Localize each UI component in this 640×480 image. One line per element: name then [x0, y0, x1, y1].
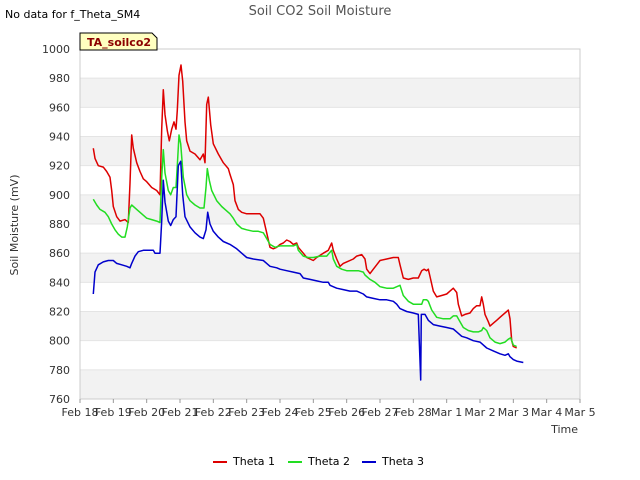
x-tick-label: Feb 26	[328, 406, 365, 419]
series-lines	[92, 64, 524, 381]
plot-band	[80, 369, 580, 399]
y-tick-label: 820	[49, 306, 70, 319]
y-tick-label: 980	[49, 72, 70, 85]
y-tick-label: 940	[49, 131, 70, 144]
plot-bands	[80, 78, 580, 399]
y-tick-label: 780	[49, 364, 70, 377]
x-tick-label: Feb 21	[162, 406, 199, 419]
series-line-theta-1	[92, 64, 518, 349]
x-axis-title: Time	[550, 423, 578, 436]
y-tick-label: 800	[49, 335, 70, 348]
legend-item-theta-2[interactable]: Theta 2	[288, 455, 350, 468]
x-tick-label: Feb 28	[395, 406, 432, 419]
x-tick-label: Feb 22	[195, 406, 232, 419]
x-tick-label: Mar 1	[431, 406, 462, 419]
y-axis-ticks: 760 780 800 820 840 860 880 900 920 940 960 980 1000	[42, 43, 70, 406]
legend-item-theta-3[interactable]: Theta 3	[362, 455, 424, 468]
x-tick-label: Mar 4	[531, 406, 562, 419]
series-line-theta-2	[92, 134, 518, 348]
y-tick-label: 920	[49, 160, 70, 173]
x-tick-label: Mar 3	[498, 406, 529, 419]
legend-label: Theta 3	[381, 455, 424, 468]
x-tick-label: Feb 18	[62, 406, 99, 419]
y-tick-label: 900	[49, 189, 70, 202]
y-tick-label: 760	[49, 393, 70, 406]
station-tag[interactable]: TA_soilco2	[79, 32, 158, 51]
y-axis-title: Soil Moisture (mV)	[8, 175, 21, 276]
x-tick-label: Mar 2	[464, 406, 495, 419]
y-tick-label: 840	[49, 276, 70, 289]
plot-band	[80, 136, 580, 166]
chart-title: Soil CO2 Soil Moisture	[249, 4, 392, 19]
plot-band	[80, 253, 580, 283]
x-tick-label: Mar 5	[564, 406, 595, 419]
x-tick-label: Feb 23	[228, 406, 265, 419]
x-tick-label: Feb 25	[295, 406, 332, 419]
plot-band	[80, 194, 580, 224]
x-tick-label: Feb 24	[262, 406, 299, 419]
x-tick-label: Feb 27	[362, 406, 399, 419]
x-tick-label: Feb 20	[128, 406, 165, 419]
plot-band	[80, 311, 580, 341]
y-tick-label: 860	[49, 247, 70, 260]
station-tag-label: TA_soilco2	[87, 36, 151, 49]
x-tick-label: Feb 19	[95, 406, 132, 419]
y-tick-label: 1000	[42, 43, 70, 56]
no-data-message: No data for f_Theta_SM4	[5, 8, 140, 21]
plot-frame	[79, 48, 581, 400]
legend-label: Theta 1	[232, 455, 275, 468]
y-tick-label: 960	[49, 101, 70, 114]
legend-label: Theta 2	[307, 455, 350, 468]
legend: Theta 1 Theta 2 Theta 3	[213, 455, 424, 468]
series-line-theta-3	[92, 160, 524, 381]
legend-item-theta-1[interactable]: Theta 1	[213, 455, 275, 468]
y-tick-label: 880	[49, 218, 70, 231]
plot-band	[80, 78, 580, 108]
